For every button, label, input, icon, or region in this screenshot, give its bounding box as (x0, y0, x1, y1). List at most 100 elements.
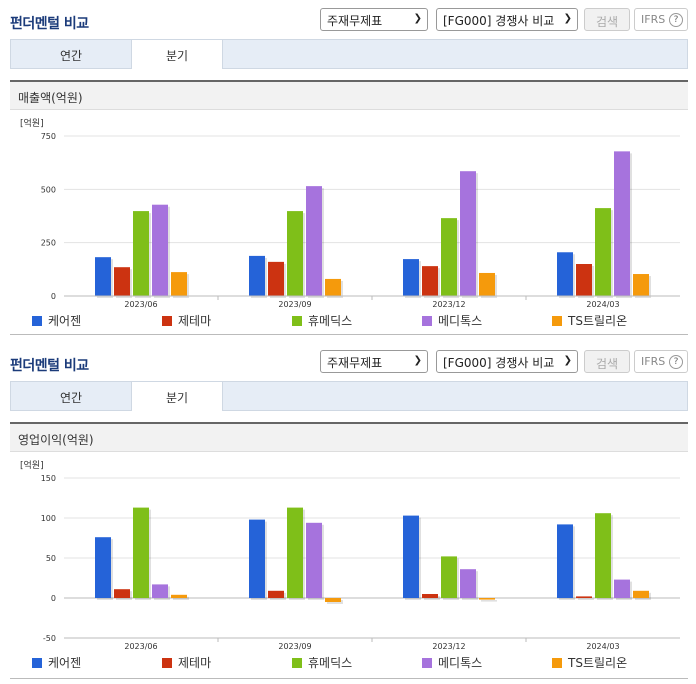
period-tabs: 연간 분기 (10, 381, 688, 411)
chevron-down-icon: ❯ (563, 355, 572, 366)
bar (403, 515, 419, 598)
legend-label: 메디톡스 (438, 656, 483, 670)
bar (95, 537, 111, 598)
bar (595, 208, 611, 296)
help-icon[interactable]: ? (669, 355, 683, 369)
statement-type-value: 주재무제표 (327, 14, 383, 28)
comparison-select[interactable]: [FG000] 경쟁사 비교 ❯ (436, 8, 578, 31)
tab-annual[interactable]: 연간 (59, 391, 83, 405)
legend-swatch (292, 316, 302, 326)
panel-title: 펀더멘털 비교 (10, 16, 89, 32)
bar (422, 594, 438, 598)
comparison-value: [FG000] 경쟁사 비교 (443, 14, 555, 28)
bar (595, 513, 611, 598)
bar (614, 579, 630, 598)
bar (403, 259, 419, 296)
y-tick-label: 0 (51, 292, 56, 301)
bar-shadow (578, 598, 594, 600)
bar (557, 524, 573, 598)
statement-type-select[interactable]: 주재무제표 ❯ (320, 350, 428, 373)
bar (557, 252, 573, 296)
legend-swatch (292, 658, 302, 668)
legend-swatch (552, 316, 562, 326)
bar (152, 204, 168, 296)
y-axis-unit: [억원] (20, 459, 44, 471)
bar (576, 264, 592, 296)
legend-item[interactable]: 휴메딕스 (292, 312, 352, 329)
y-tick-label: 250 (41, 239, 56, 248)
bar (95, 257, 111, 296)
legend-item[interactable]: 휴메딕스 (292, 654, 352, 671)
ifrs-toggle[interactable]: IFRS ? (634, 8, 688, 31)
bar (441, 218, 457, 296)
bar (249, 255, 265, 296)
legend-swatch (162, 316, 172, 326)
legend-swatch (32, 316, 42, 326)
chevron-down-icon: ❯ (563, 13, 572, 24)
legend-label: 제테마 (178, 656, 212, 670)
legend-label: 케어젠 (48, 314, 82, 328)
bar (306, 522, 322, 598)
bar (460, 569, 476, 598)
legend-item[interactable]: 케어젠 (32, 654, 81, 671)
bar (171, 594, 187, 598)
x-tick-label: 2023/06 (124, 300, 157, 309)
legend-item[interactable]: TS트릴리온 (552, 312, 627, 329)
legend-item[interactable]: TS트릴리온 (552, 654, 627, 671)
statement-type-value: 주재무제표 (327, 356, 383, 370)
bar (268, 590, 284, 598)
tab-annual[interactable]: 연간 (59, 49, 83, 63)
chart-legend: 케어젠 제테마 휴메딕스 메디톡스 TS트릴리온 (10, 654, 688, 674)
search-button[interactable]: 검색 (584, 8, 630, 31)
y-tick-label: 150 (41, 474, 56, 483)
legend-item[interactable]: 메디톡스 (422, 312, 482, 329)
bar (441, 556, 457, 598)
x-tick-label: 2023/09 (278, 642, 311, 651)
search-button[interactable]: 검색 (584, 350, 630, 373)
bar (152, 584, 168, 598)
bar (422, 266, 438, 296)
y-tick-label: 50 (46, 554, 56, 563)
legend-swatch (422, 316, 432, 326)
legend-swatch (422, 658, 432, 668)
help-icon[interactable]: ? (669, 13, 683, 27)
legend-item[interactable]: 제테마 (162, 654, 211, 671)
revenue-bar-chart: [억원] 0 250 500 750 2023/06 2023/09 2023/12 2024/… (20, 117, 680, 309)
chevron-down-icon: ❯ (413, 355, 422, 366)
statement-type-select[interactable]: 주재무제표 ❯ (320, 8, 428, 31)
bar (306, 186, 322, 296)
bar (633, 274, 649, 296)
section-title: 영업이익(억원) (18, 433, 94, 447)
bar (633, 590, 649, 598)
panel-header: 펀더멘털 비교 주재무제표 ❯ [FG000] 경쟁사 비교 ❯ 검색 IFRS… (0, 342, 696, 382)
section-title: 매출액(억원) (18, 91, 83, 105)
legend-item[interactable]: 제테마 (162, 312, 211, 329)
chart-legend: 케어젠 제테마 휴메딕스 메디톡스 TS트릴리온 (10, 312, 688, 332)
y-tick-label: 100 (41, 514, 56, 523)
x-tick-label: 2023/06 (124, 642, 157, 651)
legend-label: 휴메딕스 (308, 656, 353, 670)
tab-quarterly[interactable]: 분기 (131, 382, 223, 411)
legend-swatch (32, 658, 42, 668)
bar (479, 272, 495, 296)
legend-label: 제테마 (178, 314, 212, 328)
y-tick-label: 0 (51, 594, 56, 603)
legend-item[interactable]: 메디톡스 (422, 654, 482, 671)
bar (114, 267, 130, 296)
y-axis-unit: [억원] (20, 117, 44, 129)
divider (10, 678, 688, 679)
bar (249, 519, 265, 598)
tab-quarterly[interactable]: 분기 (131, 40, 223, 69)
bar (479, 598, 495, 600)
divider (10, 334, 688, 335)
ifrs-toggle[interactable]: IFRS ? (634, 350, 688, 373)
x-tick-label: 2024/03 (586, 642, 619, 651)
comparison-select[interactable]: [FG000] 경쟁사 비교 ❯ (436, 350, 578, 373)
legend-item[interactable]: 케어젠 (32, 312, 81, 329)
bar (325, 278, 341, 296)
legend-label: 메디톡스 (438, 314, 483, 328)
bar (171, 272, 187, 296)
bar (287, 507, 303, 598)
panel-title: 펀더멘털 비교 (10, 358, 89, 374)
bar (325, 598, 341, 602)
